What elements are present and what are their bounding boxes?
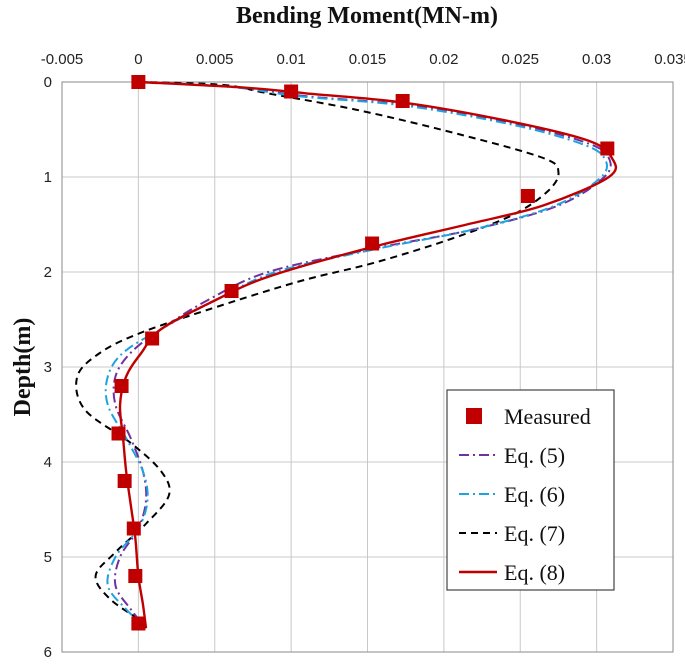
- x-tick-label: 0: [134, 51, 142, 68]
- y-axis-label: Depth(m): [10, 318, 36, 417]
- measured-marker: [131, 616, 146, 631]
- x-tick-label: -0.005: [41, 51, 84, 68]
- legend-label-4: Eq. (8): [504, 560, 565, 585]
- measured-marker: [365, 236, 380, 251]
- chart-title: Bending Moment(MN-m): [236, 3, 498, 29]
- series-lines: [75, 80, 618, 629]
- x-tick-label: 0.02: [429, 51, 458, 68]
- y-tick-label: 2: [44, 264, 52, 281]
- y-tick-label: 1: [44, 169, 52, 186]
- plot-frame: [61, 81, 674, 653]
- legend-label-3: Eq. (7): [504, 521, 565, 546]
- measured-markers: [111, 75, 615, 631]
- measured-marker: [395, 94, 410, 108]
- legend-marker-measured: [466, 408, 482, 424]
- measured-marker: [600, 141, 615, 156]
- x-tick-label: 0.025: [501, 51, 539, 68]
- x-tick-label: 0.01: [277, 51, 306, 68]
- series-line-eq-1: [112, 81, 612, 629]
- measured-marker: [284, 84, 299, 99]
- measured-marker: [520, 189, 535, 203]
- y-tick-label: 0: [44, 74, 52, 91]
- legend: Measured Eq. (5) Eq. (6) Eq. (7) Eq. (8): [446, 389, 615, 591]
- legend-label-2: Eq. (6): [504, 482, 565, 507]
- y-tick-label: 6: [44, 644, 52, 661]
- legend-label-0: Measured: [504, 404, 591, 429]
- x-tick-label: 0.03: [582, 51, 611, 68]
- measured-marker: [111, 426, 126, 441]
- measured-marker: [117, 474, 132, 488]
- legend-label-1: Eq. (5): [504, 443, 565, 468]
- measured-marker: [145, 331, 160, 346]
- measured-marker: [128, 569, 143, 583]
- measured-marker: [224, 284, 239, 298]
- measured-marker: [126, 521, 141, 536]
- series-line-eq-3: [75, 81, 560, 625]
- tick-labels: -0.005 0 0.005 0.01 0.015 0.02 0.025 0.03 0.035 0…: [41, 51, 685, 661]
- y-tick-label: 5: [44, 549, 52, 566]
- y-tick-label: 4: [44, 454, 52, 471]
- x-tick-label: 0.035: [654, 51, 685, 68]
- measured-marker: [114, 379, 129, 393]
- measured-marker: [131, 75, 146, 89]
- y-tick-label: 3: [44, 359, 52, 376]
- series-line-eq-4: [118, 80, 618, 629]
- x-tick-label: 0.005: [196, 51, 234, 68]
- series-line-eq-2: [104, 81, 609, 629]
- x-tick-label: 0.015: [349, 51, 387, 68]
